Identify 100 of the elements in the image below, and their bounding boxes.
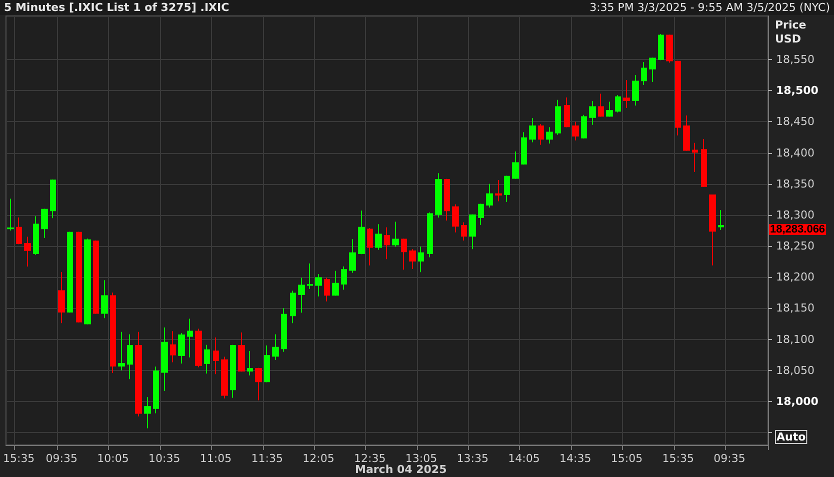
candlestick	[632, 74, 639, 106]
candlestick	[58, 272, 65, 324]
candlestick	[709, 194, 716, 266]
candlestick	[606, 101, 613, 118]
candlestick	[512, 151, 519, 180]
y-tick-label: 18,500	[776, 84, 819, 98]
candlestick	[230, 344, 236, 398]
candlestick	[195, 328, 202, 368]
candlestick	[24, 236, 31, 268]
chart-title: 5 Minutes [.IXIC List 1 of 3275] .IXIC	[4, 1, 230, 14]
candlestick	[161, 326, 168, 392]
candlestick	[675, 60, 681, 136]
candlestick	[367, 228, 373, 266]
candlestick	[50, 179, 56, 219]
candlestick	[33, 216, 39, 256]
candlestick	[144, 396, 151, 429]
candlestick	[649, 57, 656, 82]
candlestick	[178, 332, 185, 364]
candlestick	[375, 224, 382, 250]
candlestick	[349, 238, 356, 274]
candlestick	[315, 274, 322, 297]
candlestick	[427, 212, 433, 258]
candlestick	[110, 292, 116, 374]
candlestick	[41, 208, 48, 238]
candlestick	[272, 334, 279, 360]
candlestick	[84, 238, 91, 325]
candlestick	[264, 345, 270, 383]
candlestick	[135, 331, 142, 417]
y-tick-label: 18,550	[776, 53, 814, 66]
chart-subtitle: 3:35 PM 3/3/2025 - 9:55 AM 3/5/2025 (NYC)	[590, 1, 830, 14]
candlestick	[641, 62, 647, 86]
x-tick-label: 14:35	[560, 452, 592, 465]
candlestick	[478, 203, 484, 226]
candlestick	[213, 336, 219, 375]
y-tick-label: 18,150	[776, 302, 814, 315]
y-tick-label: 18,200	[776, 270, 814, 284]
candlestick	[435, 172, 442, 218]
candlestick	[401, 238, 407, 270]
x-tick-label: 15:05	[610, 452, 643, 465]
x-tick-label: 15:35	[2, 452, 35, 465]
candlestick	[281, 308, 287, 352]
x-tick-label: 10:35	[148, 452, 180, 465]
y-tick-label: 18,050	[776, 364, 814, 377]
x-tick-label: 09:35	[46, 452, 78, 465]
candlestick	[486, 183, 493, 208]
candlestick	[238, 332, 245, 372]
text: Auto	[776, 430, 806, 444]
candlestick	[187, 318, 193, 358]
candlestick	[658, 34, 664, 61]
y-tick-label: 18,400	[776, 146, 814, 160]
x-tick-label: 15:35	[662, 452, 694, 465]
candlestick	[444, 178, 450, 222]
candlestick	[255, 367, 262, 401]
candlestick	[461, 222, 467, 241]
candlestick	[76, 231, 82, 324]
y-tick-label: 18,450	[776, 115, 814, 128]
candlestick	[504, 175, 510, 202]
candlestick	[546, 126, 553, 144]
x-tick-label: 13:35	[456, 452, 488, 465]
x-tick-label: 10:05	[97, 452, 129, 465]
candlestick	[692, 142, 698, 173]
candlestick	[469, 214, 476, 250]
candlestick	[452, 204, 459, 233]
x-tick-label: 12:05	[302, 452, 334, 465]
candlestick	[118, 331, 125, 371]
text: March 04 2025	[355, 463, 447, 476]
y-axis-title: Price USD	[775, 18, 810, 46]
candlestick	[153, 366, 159, 414]
candlestick	[93, 240, 99, 314]
text: 18,283.066	[770, 224, 826, 236]
candlestick	[615, 94, 621, 113]
candlestick	[666, 34, 673, 64]
x-tick-label: 09:35	[714, 452, 746, 465]
candlestick	[718, 209, 724, 230]
candlestick	[127, 334, 133, 380]
candlestick	[290, 290, 296, 324]
candlestick	[324, 277, 330, 302]
x-tick-label: 11:05	[200, 452, 232, 465]
y-tick-label: 18,000	[776, 394, 819, 408]
candlestick	[101, 280, 108, 319]
candlestick	[538, 124, 544, 146]
candlestick	[598, 93, 604, 118]
y-tick-label: 18,350	[776, 177, 814, 190]
candlestick	[332, 270, 339, 296]
candlestick	[16, 216, 22, 245]
y-tick-label: 18,300	[776, 208, 814, 222]
candlestick	[495, 180, 502, 202]
candlestick	[564, 96, 570, 128]
candlestick	[341, 266, 347, 290]
candlestick	[7, 198, 14, 231]
candlestick	[358, 210, 365, 255]
y-tick-label: 18,100	[776, 332, 814, 346]
candlestick	[409, 248, 416, 270]
candlestick	[221, 356, 228, 399]
candlestick	[701, 138, 707, 188]
candlestick	[204, 344, 210, 374]
candlestick	[572, 121, 579, 141]
candlestick	[581, 114, 587, 139]
x-tick-label: 12:35	[354, 452, 386, 465]
candlestick	[298, 277, 305, 314]
